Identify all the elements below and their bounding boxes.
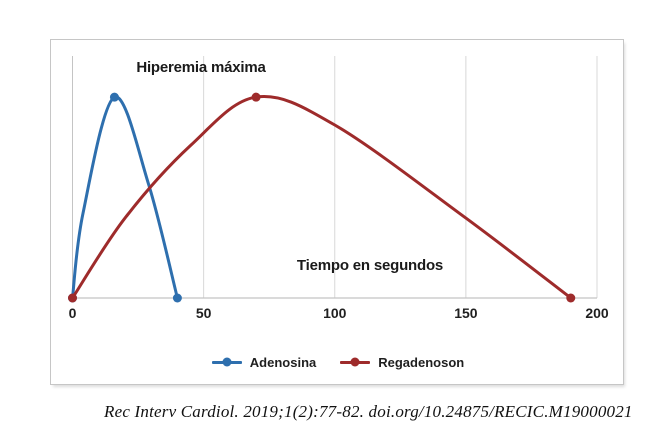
x-axis-label: Tiempo en segundos xyxy=(296,257,444,274)
legend-dot-icon xyxy=(350,357,360,367)
data-point-marker-adenosina xyxy=(109,92,119,102)
line-chart-plot xyxy=(68,56,598,303)
legend-label: Adenosina xyxy=(249,354,317,370)
x-tick-label-100: 100 xyxy=(323,305,347,321)
citation-text: Rec Interv Cardiol. 2019;1(2):77-82. doi… xyxy=(104,402,633,421)
data-point-marker-regadenoson xyxy=(251,92,261,102)
data-point-marker-adenosina xyxy=(172,293,182,303)
legend-marker-icon xyxy=(340,357,371,367)
chart-area: Hiperemia máxima Tiempo en segundos 0 50 1… xyxy=(50,39,624,385)
x-tick-label-0: 0 xyxy=(68,305,77,321)
chart-title: Hiperemia máxima xyxy=(136,59,266,76)
legend-item-regadenoson: Regadenoson xyxy=(340,355,464,370)
legend: Adenosina Regadenoson xyxy=(51,354,625,370)
series-line-regadenoson xyxy=(71,95,573,300)
x-tick-label-50: 50 xyxy=(195,305,212,321)
data-point-marker-regadenoson xyxy=(566,293,576,303)
series-line-adenosina xyxy=(71,95,179,300)
x-tick-label-150: 150 xyxy=(454,305,478,321)
legend-item-adenosina: Adenosina xyxy=(211,354,317,370)
data-point-marker-regadenoson xyxy=(68,293,77,303)
legend-dot-icon xyxy=(222,357,232,367)
legend-label: Regadenoson xyxy=(378,354,465,370)
x-tick-label-200: 200 xyxy=(585,305,609,321)
legend-marker-icon xyxy=(211,357,242,367)
